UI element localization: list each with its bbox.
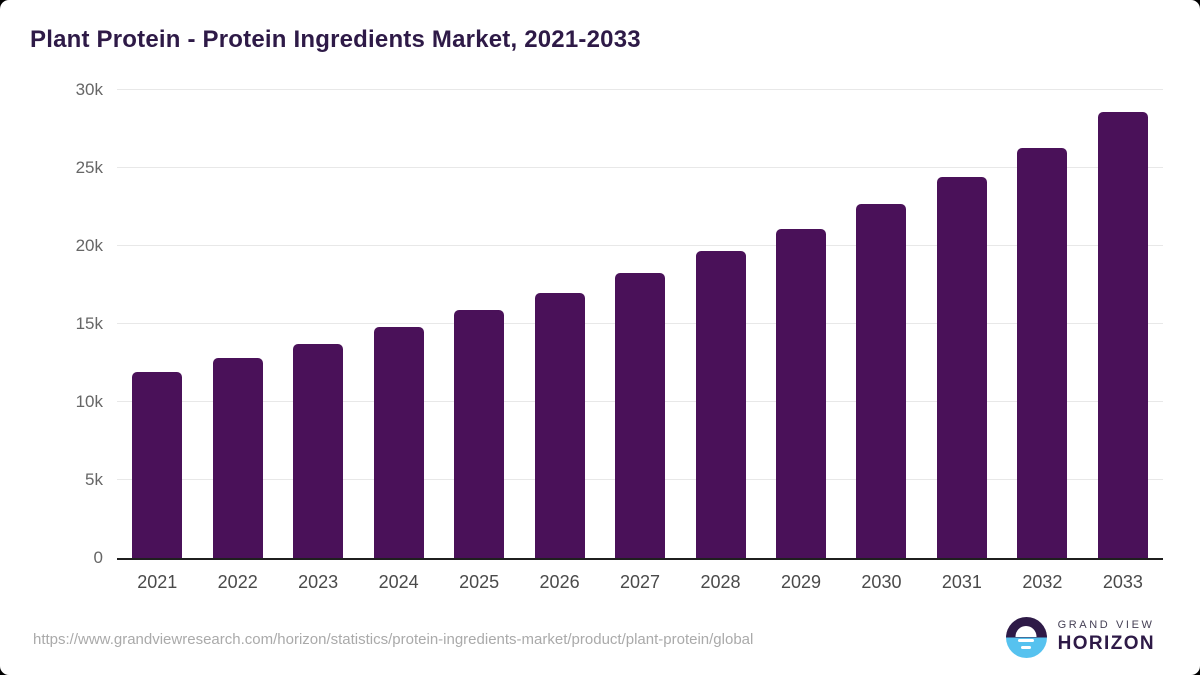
brand-name-top: GRAND VIEW: [1057, 619, 1155, 632]
brand-name-bottom: HORIZON: [1057, 632, 1155, 654]
bar-column-2021: [117, 90, 197, 558]
y-tick-30k: 30k: [75, 80, 103, 99]
gridline-25k: [117, 167, 1163, 168]
bar-column-2028: [680, 90, 760, 558]
x-tick-2025: 2025: [459, 572, 500, 592]
y-tick-20k: 20k: [75, 236, 103, 255]
x-tick-2029: 2029: [780, 572, 821, 592]
page-title: Plant Protein - Protein Ingredients Mark…: [30, 26, 641, 53]
bar-column-2032: [1002, 90, 1082, 558]
x-tick-2022: 2022: [217, 572, 258, 592]
x-tick-2030: 2030: [861, 572, 902, 592]
bar-2023[interactable]: [293, 344, 344, 558]
brand-text: GRAND VIEW HORIZON: [1058, 619, 1155, 654]
bar-2027[interactable]: [615, 272, 666, 558]
y-tick-10k: 10k: [75, 392, 103, 411]
plot-area: [117, 89, 1163, 560]
bar-column-2024: [358, 90, 438, 558]
bar-2031[interactable]: [936, 177, 987, 558]
brand-logo: GRAND VIEW HORIZON: [1005, 615, 1155, 659]
y-tick-25k: 25k: [75, 158, 103, 177]
bar-column-2022: [197, 90, 277, 558]
x-tick-2028: 2028: [700, 572, 741, 592]
horizon-sunrise-icon: [1005, 616, 1047, 658]
bars-container: [117, 90, 1163, 558]
x-tick-2024: 2024: [378, 572, 419, 592]
bar-column-2033: [1083, 90, 1163, 558]
bar-2033[interactable]: [1097, 111, 1148, 558]
sun-shape: [1015, 626, 1037, 637]
bar-column-2025: [439, 90, 519, 558]
y-tick-0: 0: [93, 548, 103, 567]
y-tick-5k: 5k: [85, 470, 103, 489]
y-tick-15k: 15k: [75, 314, 103, 333]
x-tick-2033: 2033: [1102, 572, 1143, 592]
bar-column-2027: [600, 90, 680, 558]
x-tick-2031: 2031: [941, 572, 982, 592]
bar-column-2030: [841, 90, 921, 558]
x-axis-labels: 2021 2022 2023 2024 2025 2026 2027 2028 2029 2030…: [117, 572, 1163, 593]
reflection-line: [1018, 639, 1035, 643]
x-tick-2023: 2023: [298, 572, 339, 592]
x-tick-2032: 2032: [1022, 572, 1063, 592]
gridline-30k: [117, 89, 1163, 90]
x-tick-2027: 2027: [620, 572, 661, 592]
x-tick-2021: 2021: [137, 572, 178, 592]
source-url: https://www.grandviewresearch.com/horizo…: [33, 631, 754, 648]
reflection-line: [1021, 645, 1032, 649]
bar-2021[interactable]: [132, 372, 183, 558]
bar-column-2029: [761, 90, 841, 558]
bar-2025[interactable]: [454, 309, 505, 558]
bar-column-2031: [922, 90, 1002, 558]
bar-column-2023: [278, 90, 358, 558]
bar-2030[interactable]: [856, 203, 907, 558]
bar-2026[interactable]: [534, 292, 585, 558]
bar-2029[interactable]: [775, 228, 826, 558]
bar-2022[interactable]: [212, 358, 263, 558]
bar-2024[interactable]: [373, 327, 424, 558]
gridline-20k: [117, 245, 1163, 247]
bar-2028[interactable]: [695, 250, 746, 558]
x-tick-2026: 2026: [539, 572, 580, 592]
bar-2032[interactable]: [1017, 147, 1068, 558]
bar-column-2026: [519, 90, 599, 558]
